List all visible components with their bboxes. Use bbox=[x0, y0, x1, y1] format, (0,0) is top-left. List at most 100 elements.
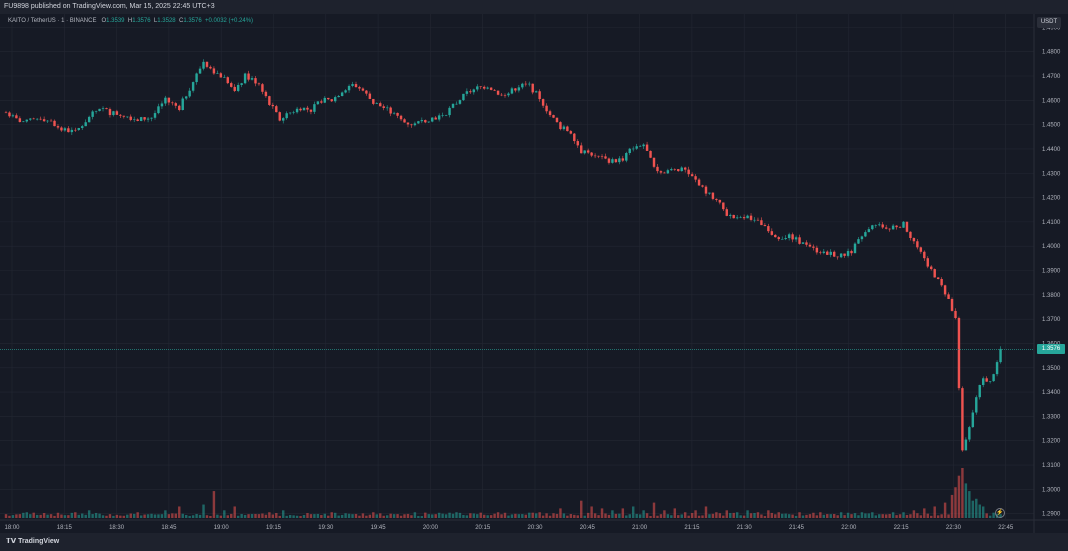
volume-bar bbox=[413, 512, 417, 518]
volume-bar bbox=[919, 515, 923, 518]
volume-bar bbox=[479, 512, 482, 518]
candle-body bbox=[819, 252, 822, 254]
candle-body bbox=[469, 91, 472, 93]
candle-body bbox=[8, 112, 11, 117]
candle-body bbox=[139, 117, 143, 122]
low-label: L bbox=[153, 18, 158, 24]
volume-bar bbox=[677, 515, 680, 518]
volume-bar bbox=[822, 514, 826, 518]
volume-bar bbox=[382, 515, 385, 518]
candle-body bbox=[254, 78, 257, 84]
volume-bar bbox=[826, 514, 829, 518]
y-tick-label: 1.3200 bbox=[1042, 439, 1061, 445]
volume-bar bbox=[15, 514, 18, 518]
candle-body bbox=[205, 61, 209, 67]
candle-body bbox=[299, 108, 302, 111]
volume-bar bbox=[333, 512, 337, 518]
candle-body bbox=[191, 82, 195, 91]
volume-bar bbox=[722, 515, 725, 518]
candle-body bbox=[735, 217, 739, 219]
volume-bar bbox=[756, 512, 760, 518]
candle-body bbox=[722, 202, 725, 210]
candle-body bbox=[365, 90, 368, 94]
chart-area[interactable]: 1.4900 1.4800 1.4700 1.4600 1.4500 1.4400 1.43… bbox=[0, 14, 1068, 533]
volume-bar bbox=[933, 506, 936, 518]
volume-bar bbox=[306, 513, 309, 518]
candle-body bbox=[115, 111, 119, 115]
candle-body bbox=[749, 215, 753, 220]
volume-bar bbox=[226, 515, 229, 518]
volume-bar bbox=[517, 514, 521, 518]
candle-body bbox=[91, 111, 94, 117]
currency-button[interactable]: USDT bbox=[1037, 17, 1061, 28]
candle-body bbox=[618, 158, 621, 163]
volume-bar bbox=[895, 515, 898, 518]
volume-bar bbox=[8, 515, 11, 518]
volume-bar bbox=[250, 514, 254, 518]
y-tick-label: 1.3400 bbox=[1042, 390, 1061, 396]
candle-body bbox=[67, 128, 70, 133]
x-tick-label: 21:45 bbox=[789, 525, 805, 531]
candle-body bbox=[853, 243, 857, 254]
candle-body bbox=[295, 108, 299, 113]
candle-body bbox=[756, 219, 760, 221]
volume-bar bbox=[379, 513, 382, 518]
volume-bar bbox=[42, 513, 46, 518]
volume-bar bbox=[444, 514, 448, 518]
volume-bar bbox=[496, 512, 500, 518]
candle-body bbox=[857, 239, 860, 244]
price-chart[interactable]: 1.4900 1.4800 1.4700 1.4600 1.4500 1.4400 1.43… bbox=[0, 14, 1068, 533]
x-tick-label: 22:30 bbox=[946, 525, 962, 531]
candle-body bbox=[573, 133, 576, 142]
plot-background bbox=[0, 14, 1034, 533]
candle-body bbox=[978, 384, 981, 398]
y-tick-label: 1.3500 bbox=[1042, 366, 1061, 372]
volume-bar bbox=[264, 514, 268, 518]
candle-body bbox=[895, 225, 898, 228]
lightning-icon[interactable]: ⚡ bbox=[995, 508, 1005, 518]
candle-body bbox=[11, 115, 15, 117]
volume-bar bbox=[133, 513, 136, 518]
volume-bar bbox=[760, 514, 763, 518]
candle-body bbox=[909, 231, 912, 239]
candle-body bbox=[805, 242, 808, 245]
volume-bar bbox=[916, 513, 919, 518]
tradingview-logo[interactable]: 𝗧𝗩 TradingView bbox=[6, 533, 59, 551]
candle-body bbox=[209, 66, 212, 69]
candle-body bbox=[968, 427, 971, 440]
volume-bar bbox=[112, 515, 115, 518]
volume-bar bbox=[365, 515, 368, 518]
volume-bar bbox=[340, 514, 344, 518]
candle-body bbox=[836, 256, 839, 258]
x-tick-label: 18:45 bbox=[161, 525, 177, 531]
volume-bar bbox=[943, 502, 947, 518]
volume-bar bbox=[860, 512, 864, 518]
volume-bar bbox=[188, 515, 191, 518]
footer-bar: 𝗧𝗩 TradingView bbox=[0, 533, 1068, 551]
volume-bar bbox=[18, 514, 22, 518]
volume-bar bbox=[510, 514, 514, 518]
symbol-name[interactable]: KAITO / TetherUS · 1 · BINANCE bbox=[8, 18, 97, 24]
candle-body bbox=[493, 89, 496, 91]
volume-bar bbox=[223, 510, 226, 518]
candle-body bbox=[767, 226, 770, 232]
volume-bar bbox=[212, 491, 216, 518]
volume-bar bbox=[153, 514, 157, 518]
volume-bar bbox=[160, 514, 164, 518]
y-tick-label: 1.4700 bbox=[1042, 74, 1061, 80]
volume-bar bbox=[715, 512, 718, 518]
candle-body bbox=[441, 115, 444, 116]
volume-bar bbox=[770, 512, 774, 518]
volume-bar bbox=[101, 515, 105, 518]
volume-bar bbox=[209, 515, 212, 518]
y-tick-label: 1.4100 bbox=[1042, 220, 1061, 226]
candle-body bbox=[680, 167, 683, 172]
volume-bar bbox=[739, 515, 742, 518]
candle-body bbox=[49, 120, 53, 122]
volume-bar bbox=[122, 515, 126, 518]
candle-body bbox=[278, 112, 281, 121]
volume-bar bbox=[427, 514, 430, 518]
volume-bar bbox=[742, 515, 746, 518]
volume-bar bbox=[569, 514, 573, 518]
candle-body bbox=[358, 87, 361, 89]
